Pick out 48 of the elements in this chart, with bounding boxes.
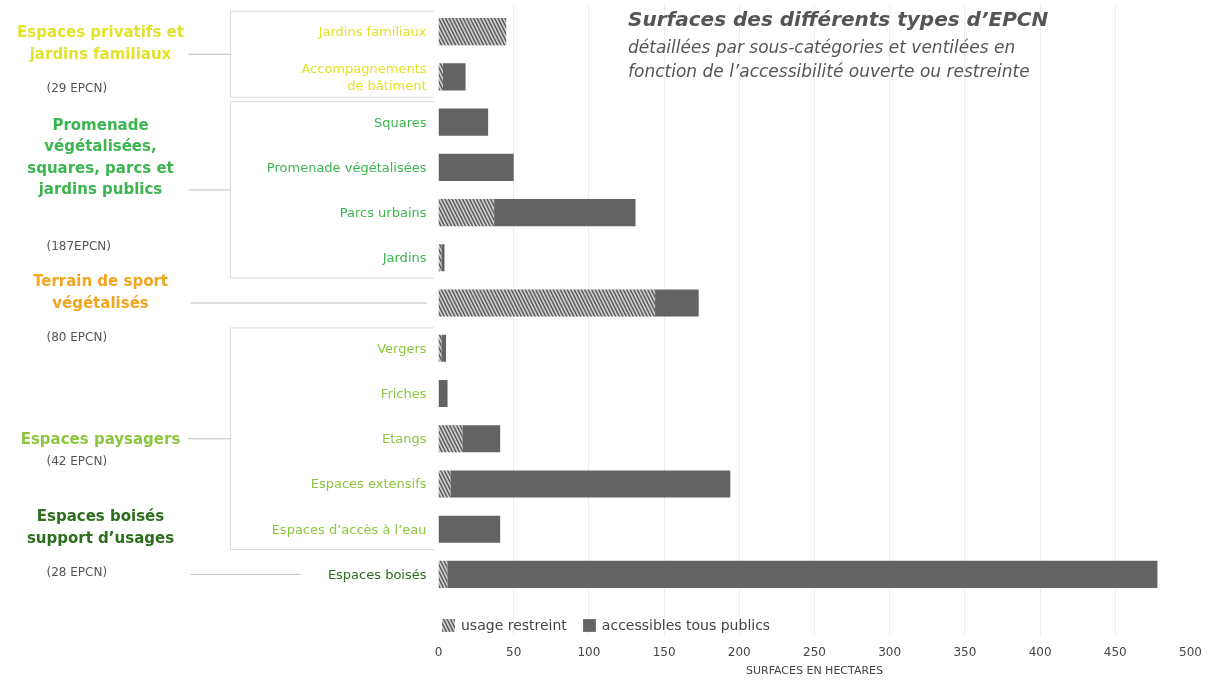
x-tick-label: 400	[1028, 644, 1052, 659]
bar	[438, 379, 448, 408]
y-tick-label: Parcs urbains	[339, 205, 427, 221]
bar	[462, 425, 501, 453]
x-tick-label: 350	[953, 644, 977, 659]
chart-title: Surfaces des différents types d’EPCN	[628, 6, 1049, 31]
x-tick-label: 50	[506, 644, 522, 659]
x-tick-label: 100	[577, 644, 601, 659]
bar	[494, 199, 636, 227]
y-tick-label: Espaces boisés	[327, 566, 427, 582]
text: Espaces boisés support d’usages	[26, 507, 175, 548]
text: (29 EPCN)	[46, 80, 108, 95]
bar	[443, 63, 466, 91]
x-tick-label: 0	[434, 644, 443, 659]
x-tick-label: 150	[652, 644, 676, 659]
y-tick-label: Jardins familiaux	[317, 24, 427, 40]
y-tick-label: Vergers	[377, 340, 427, 356]
x-axis-title: SURFACES EN HECTARES	[746, 663, 884, 677]
bar	[438, 515, 501, 543]
legend-label: accessibles tous publics	[601, 617, 771, 633]
text: Espaces paysagers	[20, 429, 181, 448]
bar	[450, 470, 731, 498]
bar	[438, 108, 489, 136]
x-tick-label: 500	[1179, 644, 1202, 659]
y-tick-label: Squares	[373, 114, 427, 130]
x-tick-label: 450	[1103, 644, 1127, 659]
text: (28 EPCN)	[46, 564, 108, 579]
y-tick-label: Promenade végétalisées	[266, 159, 427, 175]
text: Terrain de sport végétalisés	[32, 272, 169, 312]
y-tick-label: Etangs	[381, 431, 427, 447]
text: Promenade végétalisées, squares, parcs et jardins publics	[27, 115, 174, 199]
bar	[447, 560, 1158, 589]
text: Espaces privatifs et jardins familiaux	[17, 23, 184, 64]
x-tick-label: 200	[727, 644, 751, 659]
y-tick-label: Jardins	[381, 250, 427, 266]
bar	[655, 289, 699, 317]
text: détaillées par sous-catégories et ventilées en fonction de l’accessibilité ouverte ou restreinte	[628, 36, 1030, 81]
x-tick-label: 300	[878, 644, 902, 659]
y-tick-label: Espaces d’accès à l’eau	[271, 521, 427, 537]
x-tick-label: 250	[803, 644, 826, 659]
text: (187EPCN)	[46, 238, 111, 253]
y-tick-label: Accompagnements de bâtiment	[301, 60, 427, 93]
text: (42 EPCN)	[46, 454, 108, 469]
legend-label: usage restreint	[461, 617, 567, 633]
text: (80 EPCN)	[46, 329, 108, 344]
y-tick-label: Espaces extensifs	[310, 476, 427, 492]
y-tick-label: Friches	[380, 386, 427, 401]
bar	[438, 153, 514, 181]
